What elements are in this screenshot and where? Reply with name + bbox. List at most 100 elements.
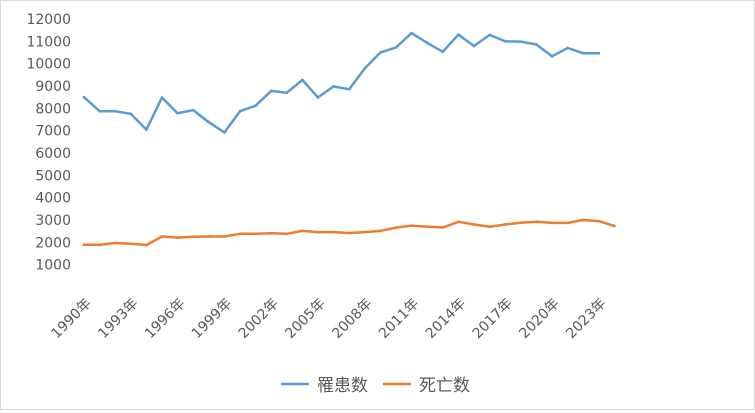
data-point: [223, 235, 226, 238]
data-point: [129, 112, 133, 116]
data-point: [488, 225, 491, 229]
data-point: [457, 33, 460, 36]
data-point: [160, 96, 164, 99]
data-point: [535, 43, 538, 46]
x-tick-label: 2008年: [329, 296, 375, 342]
data-point: [597, 219, 601, 223]
x-tick-label: 1996年: [142, 296, 188, 342]
data-point: [113, 109, 117, 113]
data-point: [503, 39, 507, 43]
series-2: [82, 218, 616, 247]
data-point: [613, 224, 616, 228]
series-1: [82, 31, 601, 134]
data-point: [191, 108, 195, 112]
y-tick-label: 8000: [35, 101, 71, 117]
legend-label: 死亡数: [419, 376, 470, 396]
x-tick-label: 2023年: [563, 296, 609, 342]
data-point: [82, 95, 86, 99]
data-point: [581, 51, 585, 55]
data-point: [535, 220, 538, 224]
y-tick-label: 4000: [35, 191, 71, 207]
data-point: [254, 232, 257, 236]
x-tick-label: 1993年: [95, 296, 141, 342]
data-point: [363, 230, 367, 234]
data-point: [254, 104, 257, 108]
x-tick-label: 1990年: [48, 296, 94, 342]
data-point: [316, 96, 320, 99]
data-point: [410, 224, 413, 228]
data-point: [145, 128, 148, 131]
data-point: [207, 120, 211, 124]
data-point: [191, 235, 195, 239]
data-point: [238, 232, 242, 236]
data-point: [363, 67, 367, 70]
data-point: [472, 44, 476, 48]
data-point: [394, 46, 398, 49]
data-point: [347, 231, 351, 235]
data-point: [410, 31, 413, 35]
x-tick-label: 2020年: [516, 296, 562, 342]
data-point: [176, 111, 180, 115]
y-tick-label: 12000: [26, 12, 71, 28]
data-point: [394, 226, 398, 230]
data-point: [332, 230, 335, 234]
series-line: [82, 31, 601, 134]
data-point: [82, 243, 86, 247]
x-tick-label: 2005年: [282, 296, 328, 342]
data-point: [98, 243, 101, 247]
data-point: [269, 89, 273, 93]
legend-label: 罹患数: [317, 376, 368, 396]
data-point: [285, 91, 289, 95]
data-point: [425, 225, 429, 229]
data-point: [207, 235, 211, 238]
data-point: [488, 33, 491, 37]
data-point: [519, 40, 523, 43]
data-point: [441, 226, 445, 229]
x-axis: 1990年 1993年 1996年 1999年 2002年 2005年 2008年 2011年…: [48, 296, 609, 342]
data-point: [113, 241, 117, 245]
y-tick-label: 9000: [35, 79, 71, 95]
data-point: [145, 243, 148, 247]
data-point: [223, 131, 226, 134]
data-point: [379, 51, 382, 54]
data-point: [457, 220, 460, 224]
data-point: [238, 109, 242, 113]
y-tick-label: 5000: [35, 168, 71, 184]
data-point: [550, 54, 554, 58]
y-tick-label: 2000: [35, 235, 71, 251]
y-tick-label: 10000: [26, 57, 71, 73]
y-tick-label: 6000: [35, 146, 71, 162]
y-tick-label: 11000: [26, 34, 71, 50]
data-point: [566, 221, 569, 225]
data-point: [129, 242, 133, 246]
data-point: [301, 229, 304, 233]
y-axis: 1000 2000 3000 4000 5000 6000 7000 8000 9000 1000…: [26, 12, 71, 274]
data-point: [441, 50, 445, 54]
data-point: [269, 231, 273, 235]
data-point: [332, 85, 335, 88]
data-point: [160, 235, 164, 238]
data-point: [176, 236, 180, 240]
data-point: [379, 229, 382, 233]
data-point: [597, 51, 601, 55]
data-point: [472, 223, 476, 226]
data-point: [425, 41, 429, 45]
data-point: [581, 218, 585, 222]
y-tick-label: 1000: [35, 258, 71, 274]
x-tick-label: 2011年: [376, 296, 422, 342]
data-point: [566, 46, 569, 50]
data-point: [301, 78, 304, 82]
data-point: [347, 87, 351, 91]
data-point: [98, 109, 101, 113]
data-point: [316, 230, 320, 234]
legend: 罹患数 死亡数: [281, 376, 470, 396]
x-tick-label: 1999年: [189, 296, 235, 342]
data-point: [285, 232, 289, 236]
x-tick-label: 2017年: [470, 296, 516, 342]
plot-lines: [82, 31, 616, 247]
x-tick-label: 2014年: [423, 296, 469, 342]
data-point: [503, 223, 507, 226]
y-tick-label: 3000: [35, 213, 71, 229]
